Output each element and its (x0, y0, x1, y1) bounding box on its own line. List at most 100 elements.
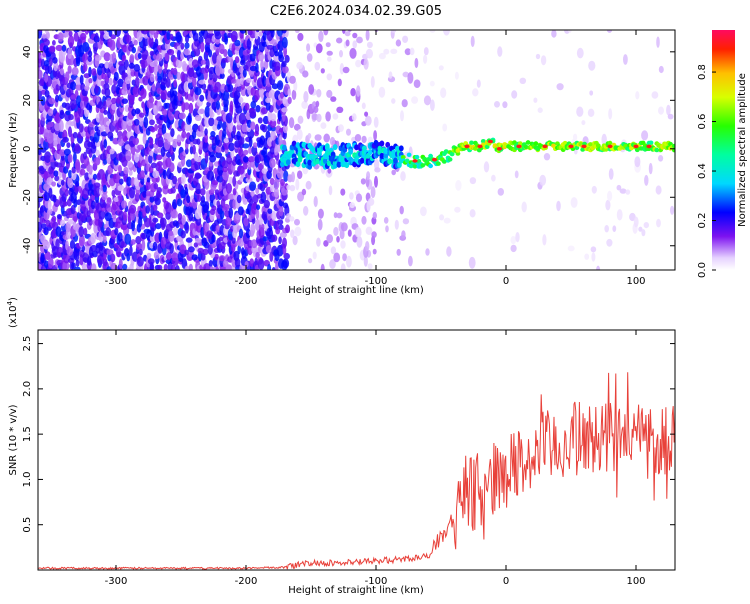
heatmap-cell (199, 188, 206, 196)
heatmap-cell (169, 162, 175, 173)
heatmap-cell (151, 83, 156, 92)
heatmap-cell (291, 171, 295, 183)
heatmap-cell (59, 109, 65, 116)
heatmap-cell (181, 173, 186, 185)
heatmap-cell (109, 148, 115, 155)
heatmap-cell (172, 67, 178, 76)
heatmap-cell (88, 50, 93, 58)
heatmap-cell (317, 208, 324, 219)
heatmap-cell (52, 57, 58, 64)
heatmap-cell (263, 199, 270, 209)
heatmap-cell (223, 49, 228, 57)
heatmap-hotspot (633, 144, 639, 149)
heatmap-ridge-cell (525, 140, 531, 145)
heatmap-cell (47, 201, 52, 211)
heatmap-cell (218, 30, 221, 31)
heatmap-cell (217, 119, 223, 129)
heatmap-cell (438, 65, 444, 71)
heatmap-cell (43, 190, 50, 202)
heatmap-cell (59, 68, 65, 76)
heatmap-cell (567, 245, 575, 252)
heatmap-cell (235, 153, 242, 165)
heatmap-cell (378, 52, 386, 60)
heatmap-cell (408, 255, 413, 267)
heatmap-cell (185, 159, 193, 168)
heatmap-cell (297, 115, 304, 125)
heatmap-cell (188, 102, 194, 114)
heatmap-cell (336, 212, 343, 219)
heatmap-cell (169, 33, 174, 40)
x-tick-label: -100 (365, 576, 388, 587)
heatmap-cell (215, 48, 220, 56)
heatmap-cell (214, 134, 220, 146)
heatmap-cell (153, 32, 159, 39)
heatmap-cell (638, 226, 643, 232)
heatmap-cell (390, 48, 398, 54)
heatmap-cell (370, 76, 375, 88)
heatmap-cell (68, 114, 74, 121)
heatmap-cell (239, 135, 245, 145)
heatmap-cell (256, 204, 261, 210)
heatmap-hotspot (607, 144, 613, 149)
heatmap-ridge-cell (348, 148, 353, 155)
heatmap-cell (303, 205, 309, 216)
heatmap-cell (91, 30, 97, 32)
heatmap-cell (129, 204, 137, 214)
heatmap-cell (51, 215, 57, 223)
heatmap-cell (278, 236, 282, 245)
x-tick-label: 0 (503, 576, 509, 587)
heatmap-cell (47, 257, 54, 269)
heatmap-cell (306, 43, 311, 52)
heatmap-cell (111, 52, 117, 64)
heatmap-cell (94, 199, 100, 211)
heatmap-cell (118, 63, 126, 76)
heatmap-cell (199, 94, 205, 102)
y-tick-label: -20 (22, 189, 33, 205)
heatmap-cell (510, 244, 517, 253)
heatmap-cell (171, 252, 179, 262)
heatmap-cell (207, 170, 214, 181)
heatmap-cell (255, 251, 260, 259)
heatmap-cell (272, 267, 276, 270)
heatmap-cell (336, 236, 340, 243)
heatmap-cell (168, 230, 174, 236)
heatmap-cell (258, 31, 263, 37)
heatmap-cell (134, 108, 141, 115)
heatmap-cell (102, 158, 108, 165)
heatmap-cell (254, 30, 259, 40)
heatmap-cell (293, 80, 298, 92)
heatmap-cell (93, 182, 101, 188)
heatmap-cell (140, 176, 145, 185)
heatmap-cell (172, 138, 179, 145)
heatmap-cell (318, 30, 324, 43)
heatmap-cell (100, 80, 105, 87)
heatmap-cell (255, 207, 260, 220)
heatmap-cell (352, 40, 358, 49)
heatmap-cell (208, 30, 214, 34)
heatmap-cell (320, 68, 325, 74)
heatmap-cell (282, 36, 288, 49)
heatmap-cell (287, 96, 292, 105)
heatmap-cell (186, 195, 191, 204)
heatmap-cell (250, 190, 255, 197)
heatmap-cell (87, 30, 91, 33)
heatmap-cell (155, 154, 163, 161)
heatmap-cell (65, 110, 71, 116)
heatmap-cell (70, 81, 77, 91)
heatmap-cell (125, 150, 132, 162)
heatmap-hotspot (487, 139, 493, 144)
heatmap-cell (258, 223, 265, 231)
heatmap-cell (365, 48, 373, 59)
heatmap-cell (208, 49, 213, 58)
x-tick-label: -200 (235, 276, 258, 287)
heatmap-cell (543, 153, 551, 161)
heatmap-cell (154, 123, 159, 132)
heatmap-cell (591, 185, 597, 194)
heatmap-cell (260, 59, 264, 71)
heatmap-ridge-cell (282, 144, 287, 151)
heatmap-cell (148, 36, 154, 48)
heatmap-cell (148, 96, 155, 104)
snr-y-ticks: 0.5 1.0 1.5 2.0 2.5 (22, 336, 675, 533)
heatmap-cell (326, 73, 333, 81)
heatmap-cell (114, 30, 121, 37)
